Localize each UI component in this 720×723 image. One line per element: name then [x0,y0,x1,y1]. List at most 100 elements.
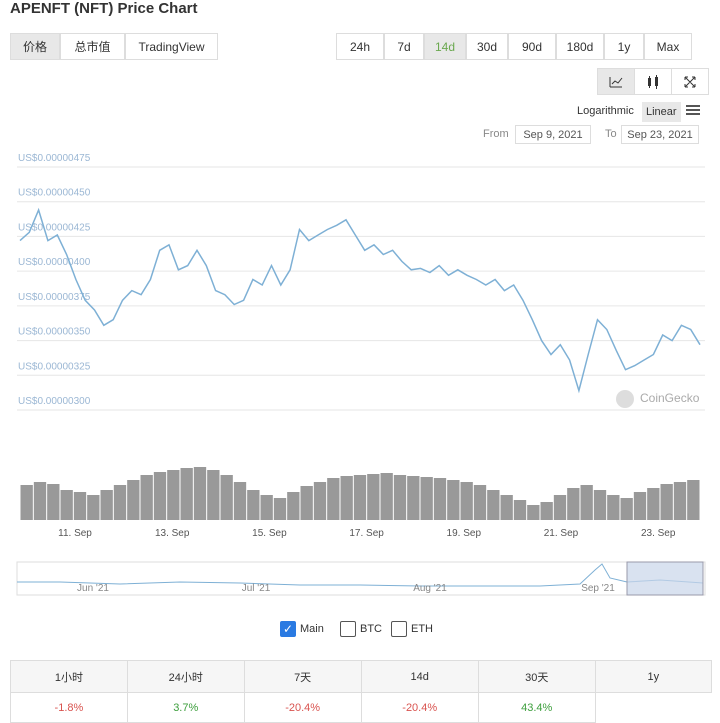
legend-label[interactable]: ETH [411,623,433,635]
volume-bar [353,475,367,520]
y-tick-label: US$0.00000425 [18,222,91,233]
table-value: -20.4% [243,692,362,723]
volume-bar [247,490,260,520]
volume-bar [540,502,553,520]
range-button[interactable]: 24h [336,33,384,60]
linear-toggle[interactable]: Linear [642,102,681,122]
candle-mode[interactable] [634,68,672,95]
volume-bar [673,482,687,520]
range-button[interactable]: Max [644,33,692,60]
volume-bar [113,485,127,520]
volume-bar [140,475,153,520]
fullscreen[interactable] [671,68,709,95]
volume-bar [487,490,500,520]
range-button[interactable]: 180d [556,33,604,60]
volume-bar [500,495,513,520]
volume-bar [660,484,673,520]
range-button[interactable]: 30d [466,33,508,60]
volume-bar [567,488,580,520]
to-label: To [605,128,617,140]
from-label: From [483,128,509,140]
line-mode[interactable] [597,68,635,95]
tab[interactable]: TradingView [125,33,218,60]
volume-bar [633,492,647,520]
volume-bar [287,492,300,520]
volume-bar [233,482,247,520]
range-button[interactable]: 14d [424,33,466,60]
volume-bar [513,500,527,520]
table-header: 1小时 [10,660,128,693]
volume-bar [20,485,33,520]
volume-bar [327,478,340,520]
title: APENFT (NFT) Price Chart [10,0,198,17]
range-button[interactable]: 90d [508,33,556,60]
volume-bar [340,476,353,520]
volume-bar [193,467,207,520]
table-header: 24小时 [126,660,245,693]
range-button[interactable]: 1y [604,33,644,60]
y-tick-label: US$0.00000400 [18,257,91,268]
tab[interactable]: 价格 [10,33,60,60]
volume-bar [260,495,273,520]
range-button[interactable]: 7d [384,33,424,60]
x-tick-label: 11. Sep [58,528,92,539]
volume-bar [180,468,193,520]
x-tick-label: 19. Sep [447,528,482,539]
y-tick-label: US$0.00000325 [18,361,91,372]
tab[interactable]: 总市值 [60,33,125,60]
volume-bar [607,495,620,520]
menu[interactable] [686,104,700,116]
y-tick-label: US$0.00000300 [18,396,91,407]
volume-bar [273,498,287,520]
x-tick-label: 13. Sep [155,528,190,539]
log-toggle[interactable]: Logarithmic [577,105,634,117]
legend-checkbox[interactable] [340,621,356,637]
volume-bar [87,495,100,520]
from-input[interactable]: Sep 9, 2021 [515,125,591,144]
navigator-line [17,563,704,587]
volume-bar [60,490,73,520]
navigator-label: Jul '21 [242,583,271,594]
legend-label[interactable]: Main [300,623,324,635]
volume-bar [647,488,660,520]
watermark-logo [616,390,634,408]
x-tick-label: 17. Sep [349,528,384,539]
y-tick-label: US$0.00000475 [18,153,91,164]
volume-bar [207,470,220,520]
volume-bar [593,490,607,520]
table-value: -20.4% [360,692,479,723]
navigator-label: Sep '21 [581,583,615,594]
navigator [16,561,706,596]
legend-label[interactable]: BTC [360,623,382,635]
table-header: 7天 [243,660,362,693]
volume-bar [300,486,313,520]
legend-checkbox[interactable] [391,621,407,637]
y-tick-label: US$0.00000375 [18,292,91,303]
volume-bar [367,474,380,520]
volume-bar [420,477,433,520]
volume-bar [100,490,113,520]
legend-checkbox[interactable]: ✓ [280,621,296,637]
table-value: 3.7% [126,692,245,723]
volume-bar [447,480,460,520]
chart: US$0.00000300 US$0.00000325 US$0.00000350 U… [16,153,706,596]
table-header: 1y [594,660,713,693]
volume-bar [460,482,473,520]
volume-bar [473,485,487,520]
volume-bar [73,492,87,520]
to-input[interactable]: Sep 23, 2021 [621,125,699,144]
volume-bar [527,505,540,520]
volume-bar [553,495,567,520]
x-tick-label: 15. Sep [252,528,287,539]
volume-bar [220,475,233,520]
table-header: 30天 [477,660,596,693]
volume-bar [167,470,180,520]
volume-bar [393,475,407,520]
x-tick-label: 23. Sep [641,528,676,539]
price-line [19,207,701,394]
table-value: -1.8% [10,692,128,723]
volume-bar [407,476,420,520]
navigator-selection[interactable] [626,561,704,596]
table-value: 43.4% [477,692,596,723]
